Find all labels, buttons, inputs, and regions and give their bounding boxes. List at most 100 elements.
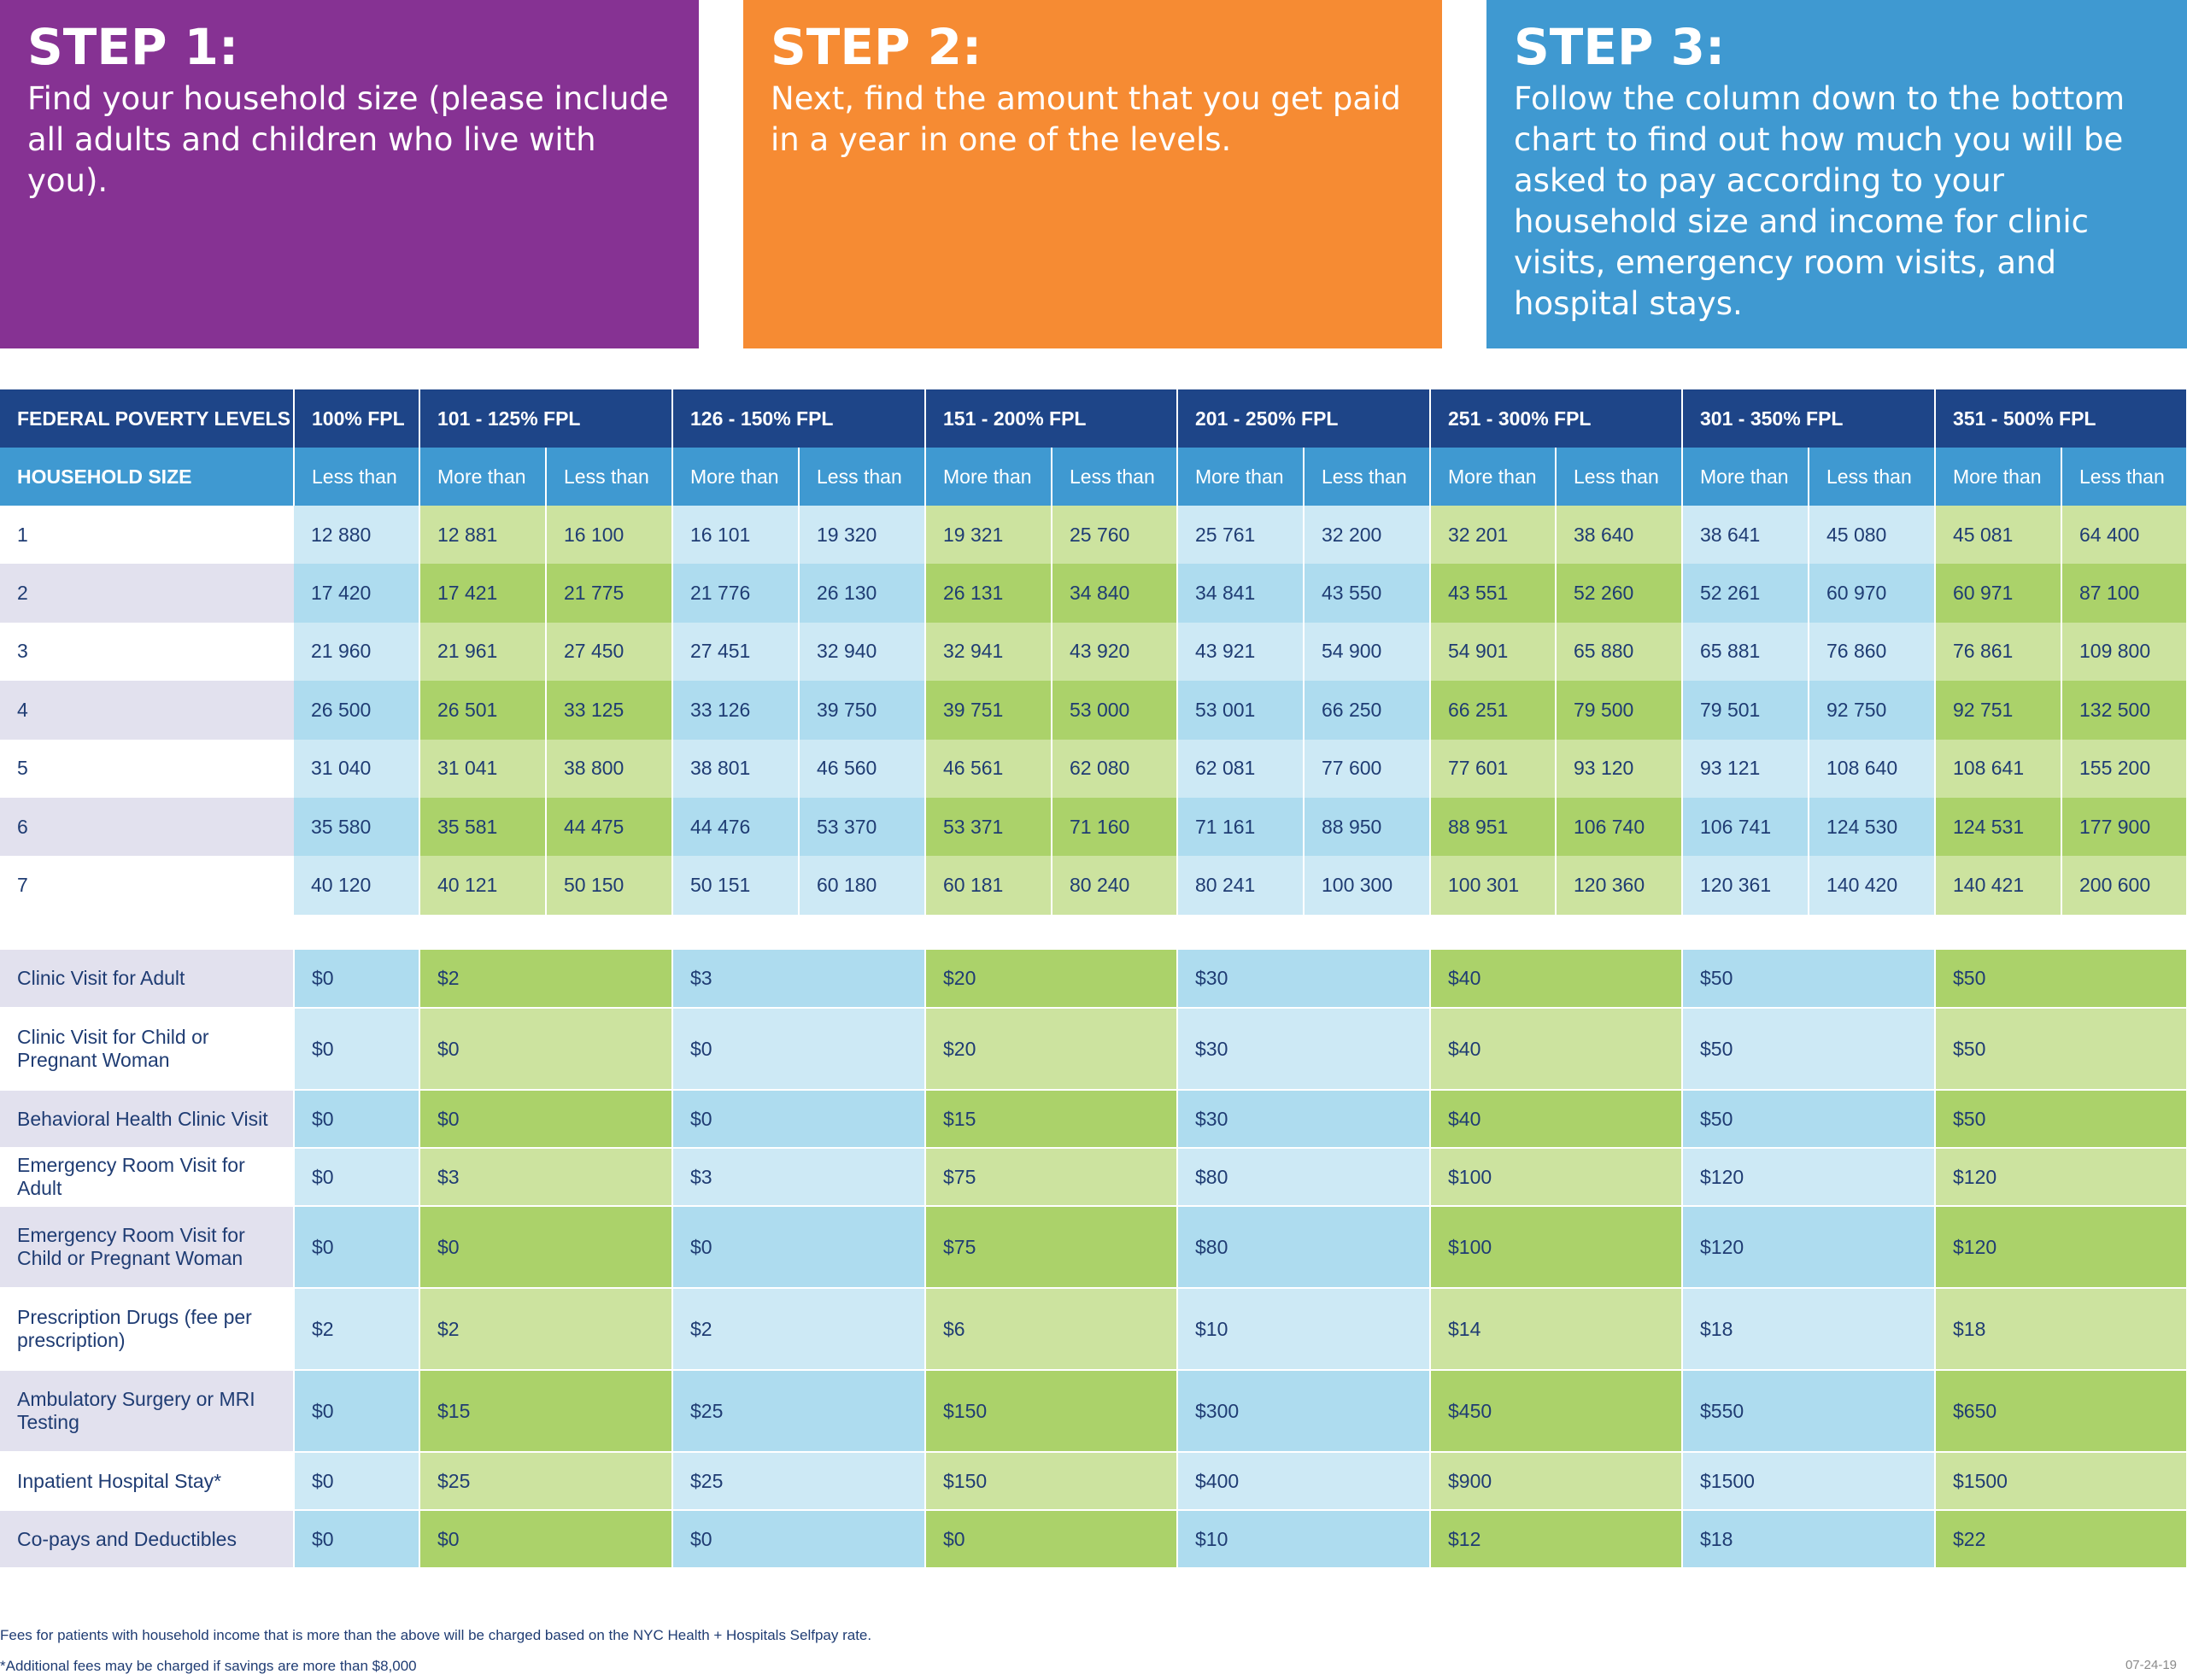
income-cell: 140 421	[1935, 856, 2062, 915]
fee-cell: $0	[294, 1148, 420, 1207]
fpl-header-row: FEDERAL POVERTY LEVELS 100% FPL 101 - 125%…	[0, 389, 2187, 448]
income-cell: 53 370	[799, 797, 926, 857]
income-cell: 43 551	[1430, 564, 1557, 623]
household-size-header-row: HOUSEHOLD SIZE Less than More than Less tha…	[0, 448, 2187, 506]
income-cell: 26 500	[294, 681, 420, 740]
fee-row: Emergency Room Visit for Child or Pregna…	[0, 1206, 2187, 1289]
income-cell: 25 760	[1052, 506, 1178, 565]
income-cell: 60 971	[1935, 564, 2062, 623]
fpl-level-header: 201 - 250% FPL	[1177, 389, 1431, 448]
income-cell: 62 080	[1052, 739, 1178, 798]
less-than-header: Less than	[799, 448, 926, 506]
household-row: 2 17 420 17 421 21 775 21 776 26 130 26 131 34 …	[0, 564, 2187, 623]
fee-cell: $18	[1935, 1288, 2187, 1371]
service-label: Clinic Visit for Child or Pregnant Woman	[0, 1008, 295, 1091]
fee-cell: $0	[419, 1008, 673, 1091]
income-cell: 64 400	[2061, 506, 2187, 565]
income-cell: 87 100	[2061, 564, 2187, 623]
fee-cell: $120	[1935, 1148, 2187, 1207]
fpl-level-header: 351 - 500% FPL	[1935, 389, 2187, 448]
fee-cell: $450	[1430, 1370, 1683, 1453]
service-label: Emergency Room Visit for Child or Pregna…	[0, 1206, 295, 1289]
fee-cell: $50	[1682, 950, 1936, 1009]
income-cell: 34 840	[1052, 564, 1178, 623]
household-size-label: HOUSEHOLD SIZE	[0, 448, 295, 506]
fee-cell: $40	[1430, 1008, 1683, 1091]
income-cell: 77 600	[1304, 739, 1431, 798]
fee-cell: $0	[419, 1090, 673, 1149]
fee-cell: $650	[1935, 1370, 2187, 1453]
fee-row: Clinic Visit for Child or Pregnant Woman…	[0, 1008, 2187, 1091]
fee-cell: $40	[1430, 950, 1683, 1009]
income-cell: 43 921	[1177, 622, 1305, 682]
income-cell: 19 320	[799, 506, 926, 565]
income-cell: 120 360	[1556, 856, 1683, 915]
fee-cell: $0	[672, 1206, 926, 1289]
household-row: 7 40 120 40 121 50 150 50 151 60 180 60 181 80 …	[0, 856, 2187, 915]
income-cell: 80 241	[1177, 856, 1305, 915]
fee-cell: $75	[925, 1148, 1178, 1207]
household-size-cell: 1	[0, 506, 294, 565]
income-cell: 92 751	[1935, 681, 2062, 740]
income-cell: 100 301	[1430, 856, 1557, 915]
fee-cell: $25	[672, 1370, 926, 1453]
income-cell: 32 200	[1304, 506, 1431, 565]
income-cell: 38 640	[1556, 506, 1683, 565]
income-cell: 54 900	[1304, 622, 1431, 682]
household-row: 5 31 040 31 041 38 800 38 801 46 560 46 561 62 …	[0, 739, 2187, 798]
income-cell: 100 300	[1304, 856, 1431, 915]
fee-cell: $1500	[1935, 1452, 2187, 1511]
income-cell: 27 450	[546, 622, 673, 682]
less-than-header: Less than	[294, 448, 420, 506]
fee-cell: $80	[1177, 1206, 1431, 1289]
fpl-level-header: 251 - 300% FPL	[1430, 389, 1683, 448]
income-cell: 106 741	[1682, 797, 1809, 857]
income-cell: 66 250	[1304, 681, 1431, 740]
fee-cell: $0	[672, 1008, 926, 1091]
income-cell: 17 420	[294, 564, 420, 623]
income-cell: 43 920	[1052, 622, 1178, 682]
fee-cell: $2	[419, 1288, 673, 1371]
more-than-header: More than	[1935, 448, 2062, 506]
income-cell: 50 150	[546, 856, 673, 915]
less-than-header: Less than	[546, 448, 673, 506]
income-cell: 93 121	[1682, 739, 1809, 798]
income-cell: 21 775	[546, 564, 673, 623]
fee-cell: $150	[925, 1452, 1178, 1511]
service-label: Ambulatory Surgery or MRI Testing	[0, 1370, 295, 1453]
fee-cell: $0	[294, 1090, 420, 1149]
household-row: 4 26 500 26 501 33 125 33 126 39 750 39 751 53 …	[0, 681, 2187, 740]
household-size-cell: 6	[0, 797, 294, 857]
income-cell: 26 501	[419, 681, 547, 740]
fee-cell: $3	[672, 950, 926, 1009]
fee-row: Ambulatory Surgery or MRI Testing $0 $15 $2…	[0, 1370, 2187, 1453]
household-size-cell: 5	[0, 739, 294, 798]
income-cell: 38 801	[672, 739, 800, 798]
fee-cell: $20	[925, 1008, 1178, 1091]
more-than-header: More than	[1177, 448, 1305, 506]
income-cell: 62 081	[1177, 739, 1305, 798]
income-cell: 26 131	[925, 564, 1052, 623]
more-than-header: More than	[1682, 448, 1809, 506]
income-cell: 31 040	[294, 739, 420, 798]
income-cell: 12 880	[294, 506, 420, 565]
income-cell: 93 120	[1556, 739, 1683, 798]
income-cell: 54 901	[1430, 622, 1557, 682]
fee-table: Clinic Visit for Adult $0 $2 $3 $20 $30 $40 $50…	[0, 950, 2187, 1569]
income-cell: 92 750	[1809, 681, 1936, 740]
fee-cell: $550	[1682, 1370, 1936, 1453]
fee-cell: $120	[1682, 1206, 1936, 1289]
fee-cell: $15	[419, 1370, 673, 1453]
income-cell: 53 001	[1177, 681, 1305, 740]
fee-cell: $120	[1935, 1206, 2187, 1289]
income-cell: 26 130	[799, 564, 926, 623]
income-cell: 60 180	[799, 856, 926, 915]
fee-cell: $100	[1430, 1148, 1683, 1207]
service-label: Inpatient Hospital Stay*	[0, 1452, 295, 1511]
fee-cell: $400	[1177, 1452, 1431, 1511]
fee-cell: $80	[1177, 1148, 1431, 1207]
fee-row: Clinic Visit for Adult $0 $2 $3 $20 $30 $40 $50…	[0, 950, 2187, 1009]
fee-cell: $50	[1935, 1008, 2187, 1091]
income-cell: 32 201	[1430, 506, 1557, 565]
fee-cell: $12	[1430, 1510, 1683, 1569]
